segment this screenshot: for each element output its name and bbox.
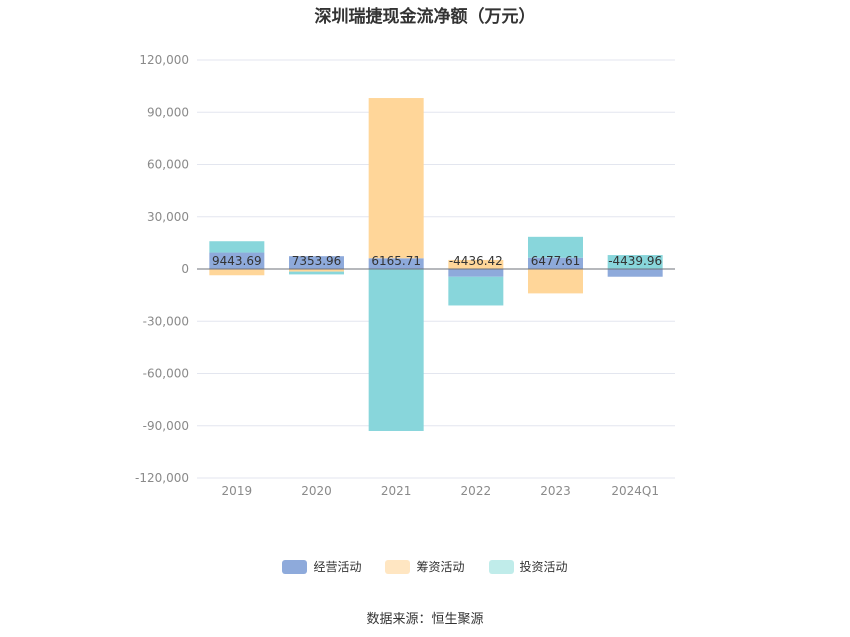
legend: 经营活动 筹资活动 投资活动 <box>0 558 850 575</box>
source-note: 数据来源：恒生聚源 <box>366 612 484 627</box>
data-label: 9443.69 <box>212 254 262 268</box>
bar-segment <box>607 255 663 269</box>
bar-segment <box>289 271 344 275</box>
bar-segment <box>289 256 344 269</box>
data-label: 6165.71 <box>371 254 421 268</box>
y-tick-label: 0 <box>181 262 189 276</box>
bar-segment <box>607 269 663 277</box>
legend-label-investing: 投资活动 <box>519 560 568 574</box>
legend-swatch-operating <box>282 559 308 574</box>
legend-item-investing[interactable]: 投资活动 <box>488 558 568 575</box>
bar-segment <box>448 259 504 269</box>
x-tick-label: 2024Q1 <box>611 484 659 498</box>
y-tick-label: -120,000 <box>135 471 189 485</box>
x-tick-label: 2021 <box>381 484 412 498</box>
y-tick-label: -30,000 <box>143 314 189 328</box>
bar-segment <box>209 241 265 253</box>
bar-segment <box>528 236 583 258</box>
x-tick-label: 2019 <box>222 484 253 498</box>
data-label: 7353.96 <box>292 254 342 268</box>
y-tick-label: 90,000 <box>147 105 189 119</box>
data-label: 6477.61 <box>531 254 581 268</box>
bar-segment <box>528 257 583 269</box>
chart-title: 深圳瑞捷现金流净额（万元） <box>314 7 536 27</box>
y-tick-label: -90,000 <box>143 419 189 433</box>
legend-swatch-investing <box>488 559 514 574</box>
bar-segment <box>448 276 504 306</box>
data-label: -4439.96 <box>608 254 662 268</box>
bar-segment <box>448 269 504 277</box>
bar-segment <box>209 252 265 269</box>
y-tick-label: 120,000 <box>139 53 189 67</box>
legend-item-operating[interactable]: 经营活动 <box>282 558 361 575</box>
legend-swatch-financing <box>385 559 411 574</box>
x-tick-label: 2023 <box>540 484 571 498</box>
bar-segment <box>209 269 265 276</box>
legend-label-financing: 筹资活动 <box>416 560 465 574</box>
y-tick-label: -60,000 <box>143 367 189 381</box>
bar-segment <box>528 269 583 294</box>
x-tick-label: 2020 <box>301 484 332 498</box>
y-tick-label: 30,000 <box>147 210 189 224</box>
legend-item-financing[interactable]: 筹资活动 <box>385 558 465 575</box>
bar-segment <box>368 258 424 269</box>
bar-segment <box>368 98 424 259</box>
data-label: -4436.42 <box>449 254 503 268</box>
bar-segment <box>289 269 344 272</box>
legend-label-operating: 经营活动 <box>313 560 362 574</box>
x-tick-label: 2022 <box>461 484 492 498</box>
y-tick-label: 60,000 <box>147 158 189 172</box>
bar-segment <box>368 269 424 431</box>
